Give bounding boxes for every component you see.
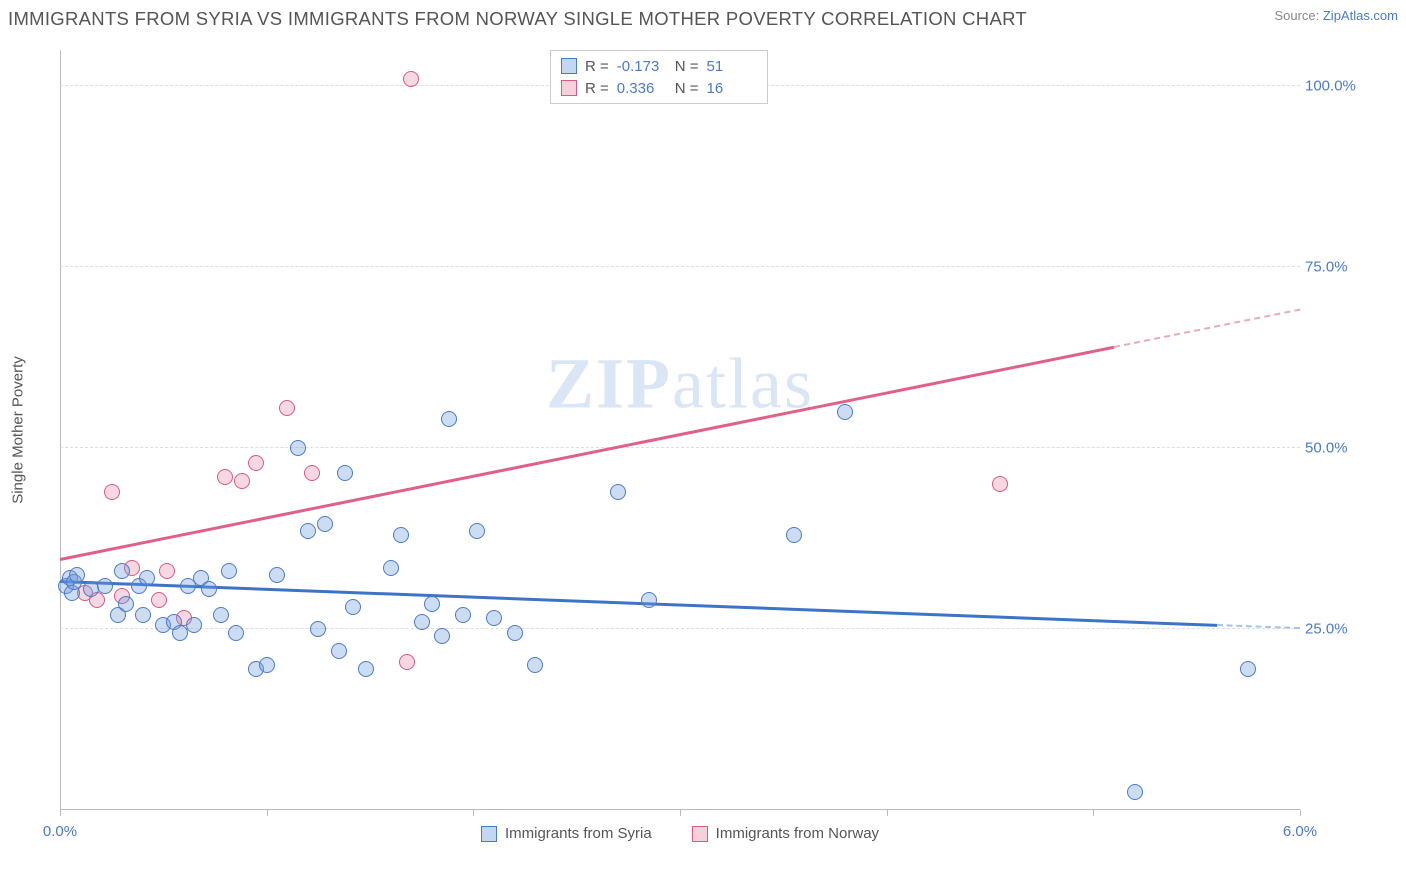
scatter-point-blue [434,628,450,644]
legend-row-blue: R = -0.173 N = 51 [561,55,757,77]
scatter-point-blue [455,607,471,623]
scatter-point-blue [259,657,275,673]
scatter-point-blue [469,523,485,539]
chart-area: Single Mother Poverty 25.0%50.0%75.0%100… [60,50,1300,810]
legend-n-blue: 51 [707,58,757,75]
y-tick-label: 100.0% [1305,78,1370,95]
x-tick [60,810,61,816]
scatter-point-blue [114,563,130,579]
scatter-point-blue [201,581,217,597]
source-prefix: Source: [1274,8,1322,23]
scatter-point-pink [248,455,264,471]
scatter-point-blue [441,411,457,427]
scatter-point-blue [527,657,543,673]
scatter-point-pink [304,465,320,481]
scatter-point-blue [837,404,853,420]
series-label-pink: Immigrants from Norway [716,825,879,842]
scatter-point-blue [269,567,285,583]
scatter-point-blue [345,599,361,615]
legend-n-label: N = [675,80,699,97]
scatter-point-pink [992,476,1008,492]
series-legend-blue: Immigrants from Syria [481,825,652,842]
legend-swatch-blue [561,58,577,74]
scatter-point-pink [104,484,120,500]
legend-r-blue: -0.173 [617,58,667,75]
legend-row-pink: R = 0.336 N = 16 [561,77,757,99]
scatter-point-blue [786,527,802,543]
x-tick [1093,810,1094,816]
scatter-point-blue [221,563,237,579]
scatter-point-blue [135,607,151,623]
scatter-point-blue [290,440,306,456]
scatter-point-blue [383,560,399,576]
scatter-point-blue [97,578,113,594]
scatter-point-blue [172,625,188,641]
scatter-point-blue [317,516,333,532]
correlation-legend-box: R = -0.173 N = 51 R = 0.336 N = 16 [550,50,768,104]
gridline [60,447,1300,448]
scatter-point-pink [151,592,167,608]
scatter-point-blue [69,567,85,583]
chart-title: IMMIGRANTS FROM SYRIA VS IMMIGRANTS FROM… [8,8,1027,30]
legend-swatch-pink [561,80,577,96]
scatter-point-blue [641,592,657,608]
scatter-point-pink [234,473,250,489]
scatter-point-blue [300,523,316,539]
source-link[interactable]: ZipAtlas.com [1323,8,1398,23]
scatter-point-blue [1240,661,1256,677]
scatter-point-blue [118,596,134,612]
scatter-point-pink [279,400,295,416]
gridline [60,266,1300,267]
series-legend: Immigrants from Syria Immigrants from No… [60,825,1300,842]
legend-r-label: R = [585,58,609,75]
y-axis-label: Single Mother Poverty [10,356,27,504]
scatter-point-blue [213,607,229,623]
x-tick [473,810,474,816]
y-tick-label: 75.0% [1305,259,1370,276]
plot-region: 25.0%50.0%75.0%100.0%0.0%6.0% [60,50,1300,810]
scatter-point-blue [228,625,244,641]
scatter-point-blue [337,465,353,481]
x-tick [1300,810,1301,816]
scatter-point-blue [331,643,347,659]
y-tick-label: 50.0% [1305,440,1370,457]
plot-border [60,50,1300,810]
scatter-point-pink [159,563,175,579]
scatter-point-pink [217,469,233,485]
scatter-point-pink [399,654,415,670]
legend-swatch-blue [481,826,497,842]
legend-n-pink: 16 [707,80,757,97]
y-tick-label: 25.0% [1305,621,1370,638]
scatter-point-blue [139,570,155,586]
scatter-point-blue [186,617,202,633]
scatter-point-blue [358,661,374,677]
scatter-point-blue [507,625,523,641]
chart-header: IMMIGRANTS FROM SYRIA VS IMMIGRANTS FROM… [8,8,1398,30]
source-attribution: Source: ZipAtlas.com [1274,8,1398,23]
x-tick [887,810,888,816]
gridline [60,628,1300,629]
scatter-point-blue [424,596,440,612]
x-tick [680,810,681,816]
scatter-point-blue [486,610,502,626]
legend-n-label: N = [675,58,699,75]
scatter-point-blue [393,527,409,543]
scatter-point-pink [403,71,419,87]
legend-swatch-pink [692,826,708,842]
scatter-point-blue [414,614,430,630]
scatter-point-blue [1127,784,1143,800]
scatter-point-blue [610,484,626,500]
legend-r-pink: 0.336 [617,80,667,97]
series-legend-pink: Immigrants from Norway [692,825,879,842]
legend-r-label: R = [585,80,609,97]
scatter-point-blue [310,621,326,637]
series-label-blue: Immigrants from Syria [505,825,652,842]
x-tick [267,810,268,816]
